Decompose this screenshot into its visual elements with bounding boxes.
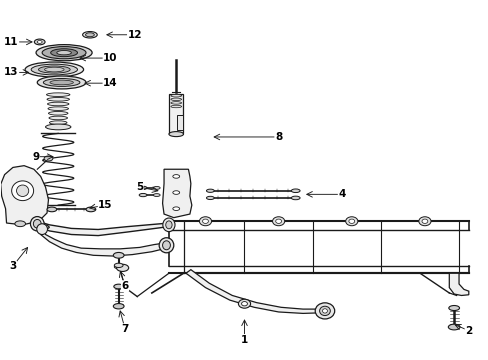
Ellipse shape [421,219,427,224]
Ellipse shape [291,196,300,200]
Text: 14: 14 [103,78,118,88]
Ellipse shape [170,105,181,108]
Ellipse shape [418,217,430,226]
Ellipse shape [37,76,86,89]
Ellipse shape [172,207,179,211]
Ellipse shape [31,64,77,75]
Ellipse shape [25,62,83,77]
Ellipse shape [139,193,147,197]
Ellipse shape [50,80,73,85]
Text: 13: 13 [4,67,19,77]
Text: 3: 3 [9,261,17,271]
Ellipse shape [57,50,71,55]
Text: 7: 7 [121,324,128,334]
Polygon shape [185,270,325,314]
Ellipse shape [47,98,69,101]
Ellipse shape [447,324,459,330]
Ellipse shape [345,217,357,226]
Ellipse shape [241,302,247,306]
Polygon shape [39,225,166,256]
Ellipse shape [51,49,77,57]
Ellipse shape [17,185,29,197]
Ellipse shape [348,219,354,224]
Text: 8: 8 [274,132,282,142]
Ellipse shape [238,299,250,308]
Ellipse shape [37,224,47,234]
Ellipse shape [44,156,53,161]
Ellipse shape [86,207,96,212]
Ellipse shape [85,33,94,37]
Polygon shape [162,169,191,218]
Ellipse shape [272,217,284,226]
Ellipse shape [33,220,41,228]
Ellipse shape [47,102,69,106]
Ellipse shape [34,39,45,45]
Ellipse shape [114,263,123,267]
Polygon shape [37,221,168,235]
Ellipse shape [114,250,123,255]
Ellipse shape [49,121,67,125]
Text: 1: 1 [241,334,247,345]
Ellipse shape [163,218,175,231]
Ellipse shape [448,306,459,311]
Ellipse shape [45,124,71,130]
Ellipse shape [139,186,147,189]
Ellipse shape [172,191,179,194]
Ellipse shape [15,221,25,226]
Text: 12: 12 [127,30,142,40]
Ellipse shape [165,221,172,229]
Ellipse shape [49,116,67,120]
Ellipse shape [206,189,214,192]
Ellipse shape [322,309,327,313]
Ellipse shape [114,265,123,269]
Ellipse shape [43,78,80,86]
Ellipse shape [159,238,173,253]
Ellipse shape [162,241,170,250]
Text: 5: 5 [136,182,143,192]
Ellipse shape [315,303,334,319]
Bar [169,94,183,134]
Ellipse shape [168,132,183,136]
Polygon shape [448,273,468,296]
Ellipse shape [114,284,123,289]
Ellipse shape [30,217,44,231]
Text: 9: 9 [32,152,40,162]
Ellipse shape [206,196,214,199]
Ellipse shape [275,219,281,224]
Ellipse shape [39,66,70,73]
Ellipse shape [199,217,211,226]
Text: 10: 10 [103,53,118,63]
Ellipse shape [12,181,34,201]
Text: 4: 4 [338,189,345,199]
Ellipse shape [48,112,68,115]
Ellipse shape [44,67,64,72]
Polygon shape [0,166,48,225]
Text: 11: 11 [4,37,19,47]
Ellipse shape [170,94,181,97]
Ellipse shape [153,186,160,189]
Ellipse shape [113,303,124,309]
Ellipse shape [42,46,86,59]
Ellipse shape [46,93,70,96]
Text: 15: 15 [98,200,113,210]
Ellipse shape [319,306,330,316]
Text: 2: 2 [464,325,471,336]
Ellipse shape [170,98,181,100]
Ellipse shape [170,102,181,104]
Ellipse shape [291,189,300,193]
Ellipse shape [37,41,42,43]
Ellipse shape [116,264,128,271]
Ellipse shape [202,219,208,224]
Text: 6: 6 [121,281,128,291]
Ellipse shape [36,45,92,61]
Ellipse shape [153,194,160,197]
Ellipse shape [47,207,57,212]
Ellipse shape [82,32,97,38]
Ellipse shape [48,107,68,111]
Ellipse shape [172,175,179,178]
Ellipse shape [113,252,124,258]
Bar [177,116,183,130]
